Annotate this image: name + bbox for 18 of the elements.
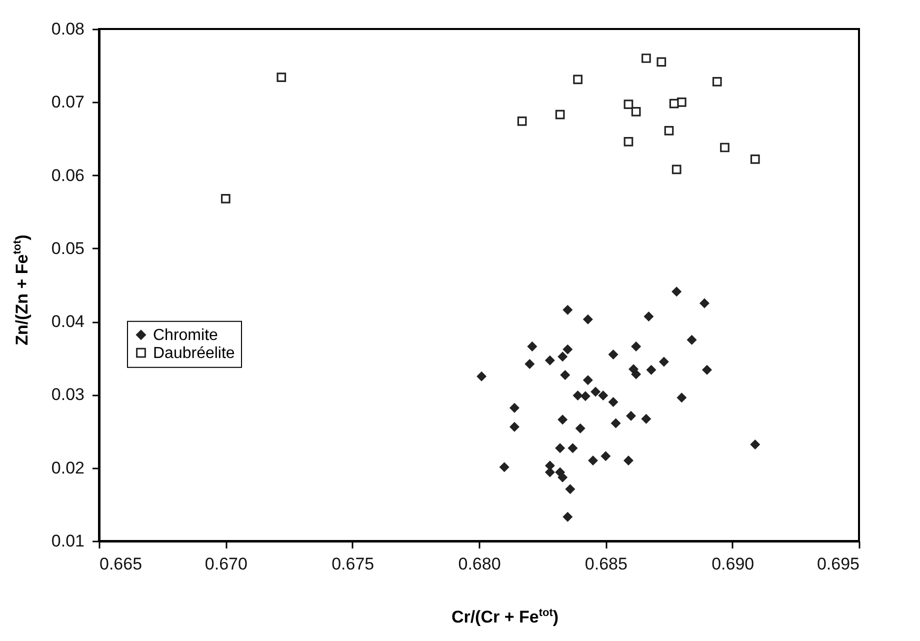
x-tick-label: 0.680 (458, 554, 501, 574)
y-tick-label: 0.03 (51, 385, 84, 404)
x-axis-title: Cr/(Cr + Fe$^{tot}$) (450, 607, 560, 628)
x-tick-label: 0.695 (816, 554, 860, 574)
y-tick-label: 0.04 (51, 312, 84, 332)
x-tick-label: 0.670 (204, 554, 248, 574)
x-tick-label: 0.690 (712, 554, 754, 574)
y-tick-label: 0.01 (51, 532, 84, 550)
x-tick-label: 0.665 (100, 554, 142, 574)
legend-label: Chromite (153, 326, 218, 344)
legend-label: Daubréelite (153, 344, 235, 362)
x-tick-label: 0.675 (332, 554, 374, 574)
y-tick-label: 0.07 (51, 92, 84, 112)
y-tick-label: 0.08 (51, 20, 84, 38)
x-tick-label: 0.685 (584, 554, 628, 574)
y-tick-label: 0.02 (51, 458, 84, 478)
y-tick-label: 0.06 (51, 166, 84, 185)
y-tick-label: 0.05 (51, 238, 84, 258)
